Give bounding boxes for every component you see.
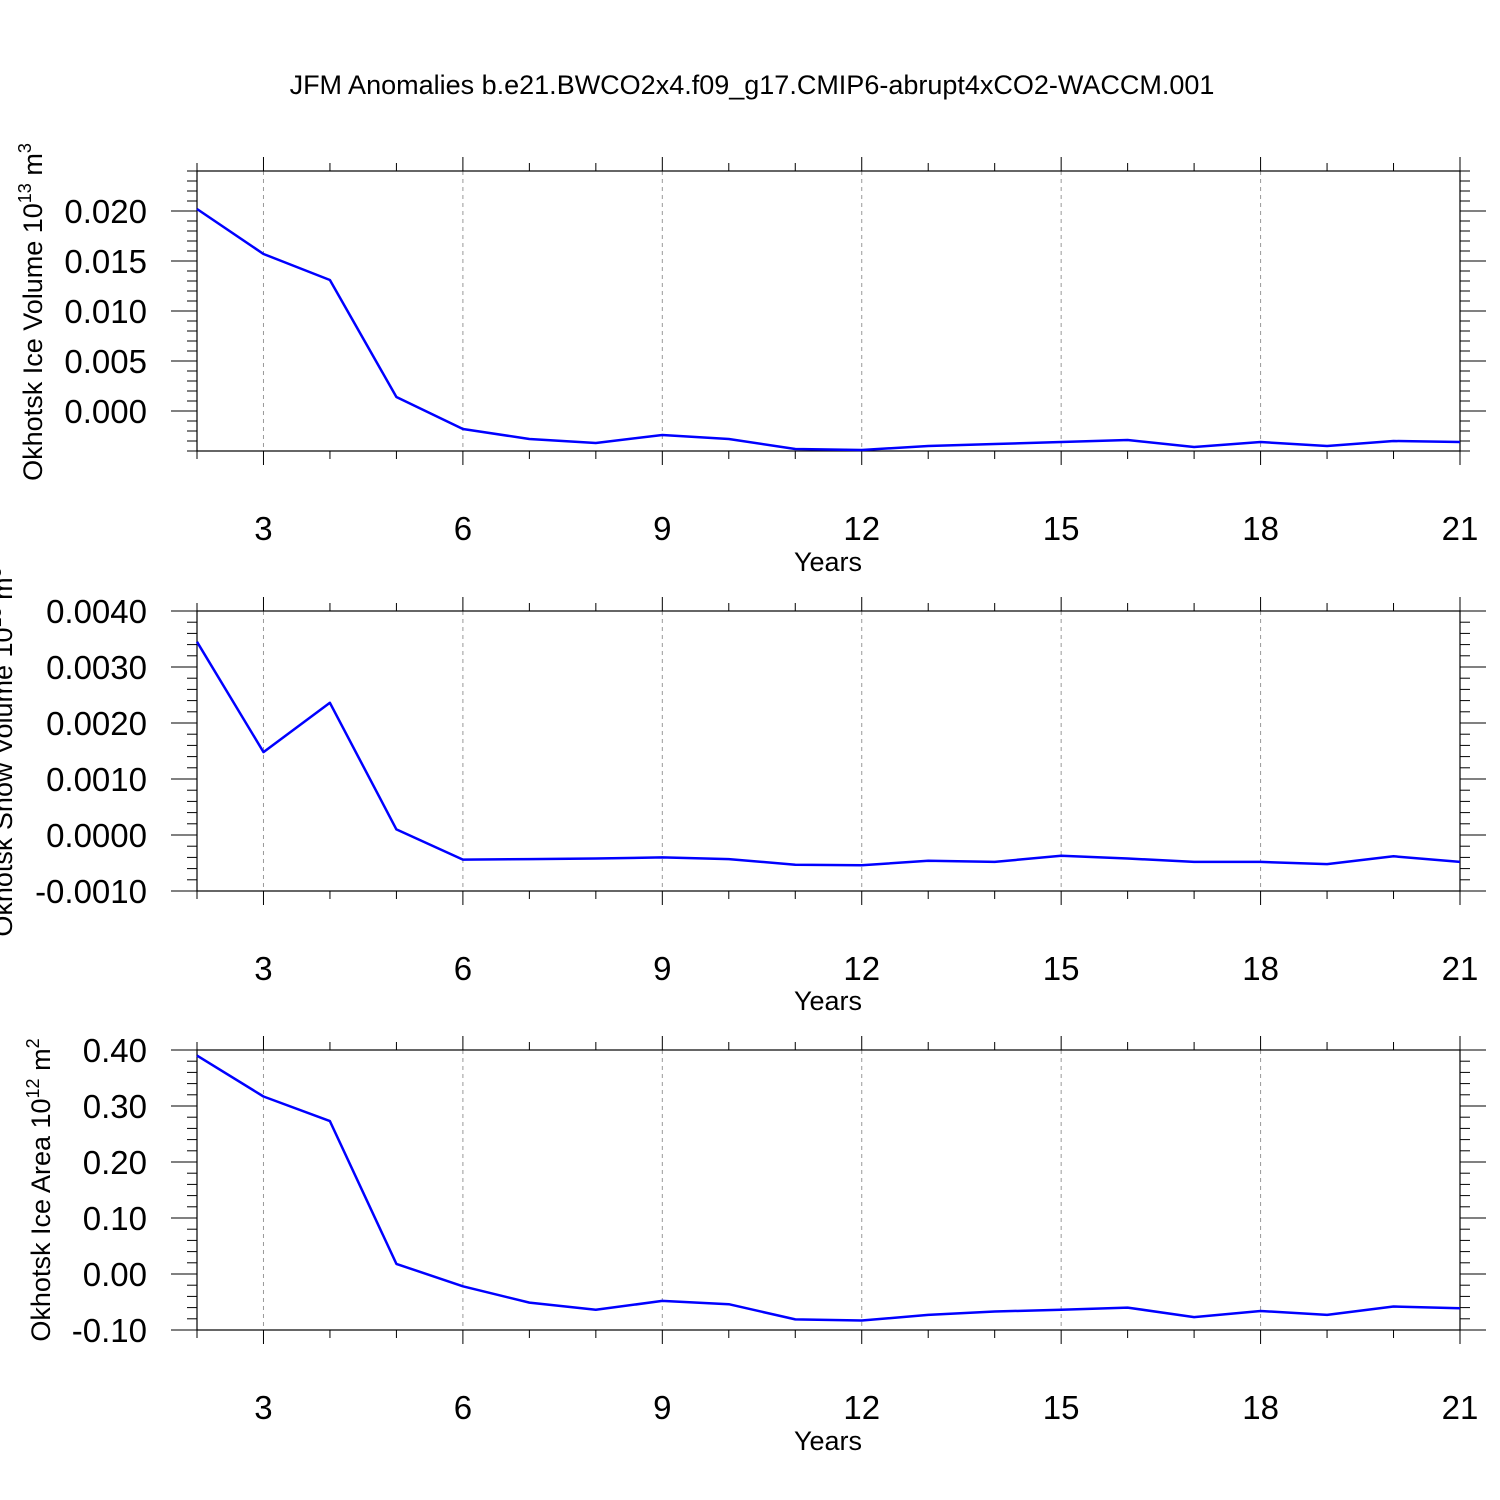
x-tick-label-snow-volume: 6 <box>454 950 472 987</box>
x-tick-label-ice-volume: 18 <box>1242 510 1279 547</box>
y-tick-label-ice-area: 0.10 <box>83 1200 147 1237</box>
y-tick-label-ice-area: 0.00 <box>83 1256 147 1293</box>
x-tick-label-ice-volume: 6 <box>454 510 472 547</box>
x-tick-label-snow-volume: 15 <box>1043 950 1080 987</box>
y-tick-label-ice-area: 0.30 <box>83 1088 147 1125</box>
x-tick-label-ice-area: 6 <box>454 1389 472 1426</box>
x-tick-label-snow-volume: 12 <box>843 950 880 987</box>
x-tick-label-snow-volume: 21 <box>1442 950 1479 987</box>
x-tick-label-ice-volume: 15 <box>1043 510 1080 547</box>
y-tick-label-ice-volume: 0.010 <box>64 293 147 330</box>
x-tick-label-snow-volume: 18 <box>1242 950 1279 987</box>
series-line-ice-volume <box>196 207 1461 452</box>
y-axis-label-snow-volume: Okhotsk Snow Volume 1013 m3 <box>0 567 18 936</box>
series-line-ice-area <box>196 1054 1461 1322</box>
x-tick-label-ice-volume: 21 <box>1442 510 1479 547</box>
x-tick-label-ice-area: 21 <box>1442 1389 1479 1426</box>
y-tick-label-ice-volume: 0.015 <box>64 243 147 280</box>
x-tick-label-ice-area: 9 <box>653 1389 671 1426</box>
x-tick-label-snow-volume: 9 <box>653 950 671 987</box>
y-axis-label-ice-area: Okhotsk Ice Area 1012 m2 <box>23 1038 56 1341</box>
x-tick-label-ice-area: 15 <box>1043 1389 1080 1426</box>
plot-frame-ice-area <box>196 1049 1461 1331</box>
y-tick-label-ice-area: -0.10 <box>72 1312 147 1349</box>
plot-frame-snow-volume <box>196 610 1461 892</box>
x-tick-label-ice-area: 18 <box>1242 1389 1279 1426</box>
y-tick-label-snow-volume: 0.0030 <box>46 649 147 686</box>
x-axis-label-snow-volume: Years <box>794 986 862 1016</box>
y-tick-label-snow-volume: -0.0010 <box>35 873 147 910</box>
y-tick-label-snow-volume: 0.0040 <box>46 593 147 630</box>
y-tick-label-ice-volume: 0.005 <box>64 343 147 380</box>
x-tick-label-snow-volume: 3 <box>254 950 272 987</box>
y-tick-label-ice-area: 0.20 <box>83 1144 147 1181</box>
x-tick-label-ice-volume: 12 <box>843 510 880 547</box>
figure-title: JFM Anomalies b.e21.BWCO2x4.f09_g17.CMIP… <box>290 70 1215 100</box>
y-tick-label-snow-volume: 0.0010 <box>46 761 147 798</box>
y-tick-label-snow-volume: 0.0000 <box>46 817 147 854</box>
x-tick-label-ice-area: 3 <box>254 1389 272 1426</box>
y-axis-label-ice-volume: Okhotsk Ice Volume 1013 m3 <box>15 143 48 481</box>
x-axis-label-ice-area: Years <box>794 1426 862 1456</box>
y-tick-label-snow-volume: 0.0020 <box>46 705 147 742</box>
x-axis-label-ice-volume: Years <box>794 547 862 577</box>
x-tick-label-ice-volume: 9 <box>653 510 671 547</box>
panel-ice-area: Okhotsk Ice Area 1012 m2 Years 3 6 9 12 15 18… <box>23 1032 1486 1456</box>
x-tick-label-ice-area: 12 <box>843 1389 880 1426</box>
y-tick-label-ice-volume: 0.020 <box>64 193 147 230</box>
panel-ice-volume: Okhotsk Ice Volume 1013 m3 Years 3 6 9 12 15… <box>15 143 1486 577</box>
y-tick-label-ice-area: 0.40 <box>83 1032 147 1069</box>
series-line-snow-volume <box>195 641 1461 867</box>
x-tick-label-ice-volume: 3 <box>254 510 272 547</box>
panel-snow-volume: Okhotsk Snow Volume 1013 m3 Years 3 6 9 12 1… <box>0 567 1486 1016</box>
y-tick-label-ice-volume: 0.000 <box>64 393 147 430</box>
